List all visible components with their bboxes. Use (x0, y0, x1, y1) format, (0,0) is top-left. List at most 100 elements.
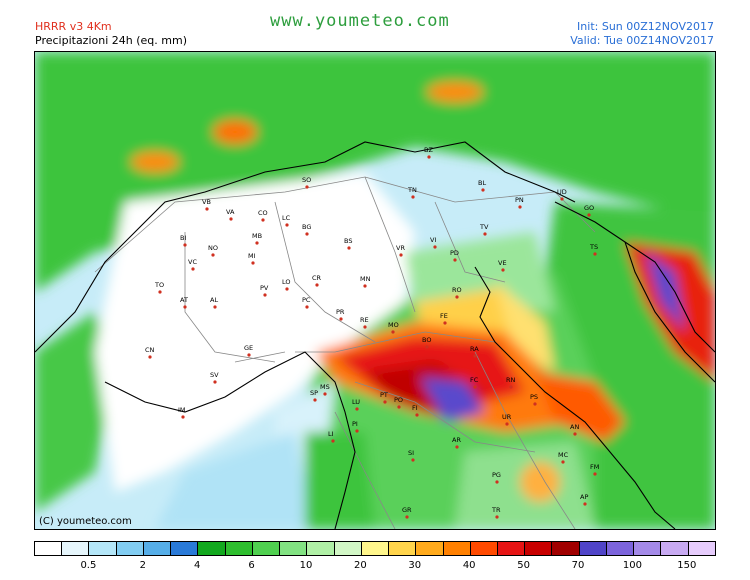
city-dot-ro (455, 295, 459, 299)
city-dot-pn (518, 205, 522, 209)
city-dot-sv (213, 380, 217, 384)
city-label-bg: BG (302, 223, 311, 231)
city-label-co: CO (258, 209, 268, 217)
city-label-pi: PI (352, 420, 358, 428)
city-label-im: IM (178, 406, 186, 414)
city-label-lu: LU (352, 398, 360, 406)
legend-tick-label: 20 (354, 560, 367, 571)
city-label-ro: RO (452, 286, 462, 294)
city-label-gr: GR (402, 506, 412, 514)
city-dot-fc (473, 385, 477, 389)
city-label-pr: PR (336, 308, 345, 316)
city-label-ap: AP (580, 493, 588, 501)
city-dot-pc (305, 305, 309, 309)
city-label-si: SI (408, 449, 414, 457)
city-dot-tn (411, 195, 415, 199)
legend-swatch (35, 542, 63, 555)
legend-swatch (171, 542, 199, 555)
city-dot-bz (427, 155, 431, 159)
city-label-rn: RN (506, 376, 516, 384)
city-label-sv: SV (210, 371, 219, 379)
legend-swatch (89, 542, 117, 555)
init-time: Init: Sun 00Z12NOV2017 (577, 20, 714, 33)
city-dot-ra (473, 354, 477, 358)
legend-tick-label: 40 (462, 560, 476, 571)
city-label-sp: SP (310, 389, 318, 397)
city-dot-vb (205, 207, 209, 211)
city-label-pd: PD (450, 249, 459, 257)
city-dot-cr (315, 283, 319, 287)
city-dot-bi (183, 243, 187, 247)
city-label-tr: TR (491, 506, 501, 514)
city-dot-lc (285, 223, 289, 227)
city-dot-go (587, 213, 591, 217)
city-dot-ts (593, 252, 597, 256)
site-url[interactable]: www.youmeteo.com (270, 11, 450, 31)
legend-swatch (661, 542, 689, 555)
city-label-po: PO (394, 396, 403, 404)
city-dot-ve (501, 268, 505, 272)
city-dot-an (573, 432, 577, 436)
valid-time: Valid: Tue 00Z14NOV2017 (570, 34, 714, 47)
city-dot-im (181, 415, 185, 419)
city-dot-al (213, 305, 217, 309)
city-dot-mb (255, 241, 259, 245)
city-label-mc: MC (558, 451, 569, 459)
city-dot-lu (355, 407, 359, 411)
city-dot-bl (481, 188, 485, 192)
legend-tick-label: 100 (622, 560, 642, 571)
city-label-at: AT (180, 296, 188, 304)
city-label-fc: FC (470, 376, 479, 384)
city-label-mi: MI (248, 252, 256, 260)
legend-tick-label: 2 (139, 560, 146, 571)
legend-tick-label: 6 (248, 560, 255, 571)
city-dot-no (211, 253, 215, 257)
product-title: Precipitazioni 24h (eq. mm) (35, 34, 187, 47)
city-dot-tr (495, 515, 499, 519)
legend-swatch (579, 542, 607, 555)
city-dot-sp (313, 398, 317, 402)
city-label-va: VA (226, 208, 235, 216)
legend-tick-label: 150 (677, 560, 697, 571)
city-label-bs: BS (344, 237, 352, 245)
city-label-vb: VB (202, 198, 211, 206)
city-label-ps: PS (530, 393, 538, 401)
legend-tick-label: 70 (571, 560, 585, 571)
city-dot-re (363, 325, 367, 329)
city-dot-tv (483, 232, 487, 236)
city-dot-at (183, 305, 187, 309)
city-dot-lo (285, 287, 289, 291)
legend-swatch (416, 542, 444, 555)
city-label-tn: TN (407, 186, 417, 194)
city-dot-li (331, 439, 335, 443)
map-copyright: (C) youmeteo.com (39, 516, 132, 527)
legend-swatch (62, 542, 90, 555)
precipitation-map: BZ SO TN BL UD PN GO TS VB VA CO LC BG BS BI NO MB MI VR VI… (34, 51, 716, 530)
city-label-mb: MB (252, 232, 262, 240)
precip-field (35, 52, 715, 529)
city-label-li: LI (328, 430, 334, 438)
city-dot-to (158, 290, 162, 294)
city-label-an: AN (570, 423, 579, 431)
legend-swatch (252, 542, 281, 555)
city-label-ra: RA (470, 345, 479, 353)
city-dot-si (411, 458, 415, 462)
city-label-al: AL (210, 296, 218, 304)
city-label-pg: PG (492, 471, 501, 479)
legend-swatch (361, 542, 390, 555)
city-dot-fe (443, 321, 447, 325)
city-label-lo: LO (282, 278, 291, 286)
city-label-ud: UD (557, 188, 567, 196)
city-label-mn: MN (360, 275, 371, 283)
coastline (35, 141, 715, 529)
city-label-ms: MS (320, 383, 330, 391)
map-svg: BZ SO TN BL UD PN GO TS VB VA CO LC BG BS BI NO MB MI VR VI… (35, 52, 715, 529)
legend-swatch (443, 542, 471, 555)
city-label-bz: BZ (424, 146, 433, 154)
city-dot-ar (455, 445, 459, 449)
city-label-cr: CR (312, 274, 322, 282)
legend-swatch (143, 542, 172, 555)
city-dot-fi (415, 413, 419, 417)
city-label-ge: GE (244, 344, 253, 352)
city-dot-po (397, 405, 401, 409)
